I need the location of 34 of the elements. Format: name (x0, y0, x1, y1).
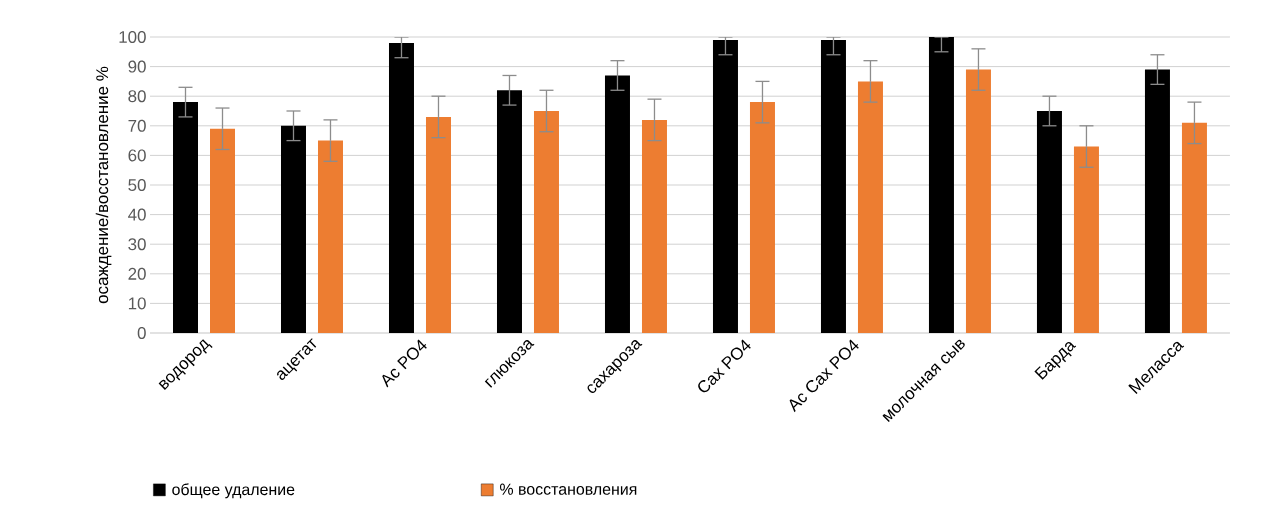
bar (317, 140, 343, 333)
y-tick-label: 0 (137, 327, 146, 339)
y-tick-label: 60 (128, 149, 146, 162)
bar (1144, 69, 1170, 333)
legend-label: общее удаление (172, 483, 295, 499)
bar (749, 102, 775, 333)
y-tick-label: 100 (119, 31, 146, 43)
legend-label: % восстановления (499, 483, 637, 495)
bar (712, 39, 738, 333)
bar (1036, 111, 1062, 333)
bar (210, 128, 235, 333)
bar (173, 102, 198, 333)
y-tick-label: 80 (128, 90, 146, 103)
bar (1073, 146, 1099, 333)
y-tick-label: 50 (128, 179, 146, 191)
bar (1181, 122, 1207, 333)
bar (388, 42, 414, 333)
bar (820, 39, 846, 333)
bar (604, 75, 630, 333)
y-tick-label: 10 (128, 297, 146, 310)
y-tick-label: 70 (128, 119, 146, 132)
bar (641, 119, 667, 333)
bar (928, 37, 954, 333)
y-tick-label: 30 (128, 238, 146, 251)
y-tick-label: 90 (128, 60, 146, 73)
bar (965, 69, 991, 333)
y-axis-title: осаждение/восстановление % (95, 66, 112, 304)
y-tick-label: 20 (128, 267, 146, 280)
bar (425, 116, 451, 333)
bar (496, 90, 522, 333)
bar (533, 111, 559, 333)
bar (857, 81, 883, 333)
bar (280, 125, 306, 333)
y-tick-label: 40 (128, 208, 146, 221)
